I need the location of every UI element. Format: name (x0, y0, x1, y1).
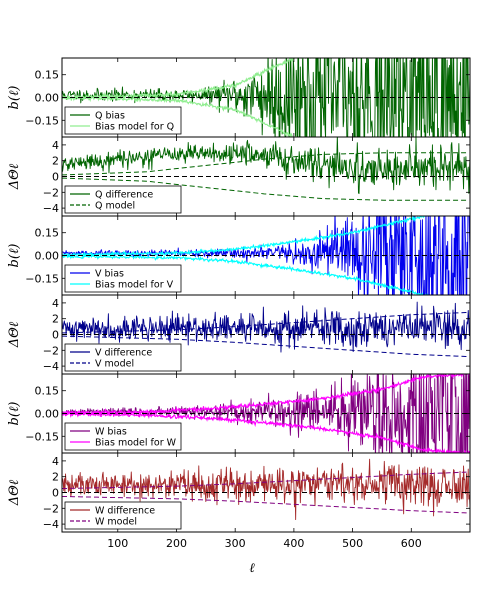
legend-box (64, 422, 182, 451)
plot-lines (62, 58, 470, 137)
series-line (62, 137, 470, 195)
y-tick-label: 0.00 (35, 92, 60, 105)
y-tick-label: −2 (43, 186, 59, 199)
x-tick-label: 300 (225, 537, 246, 550)
y-tick-label: −0.15 (25, 430, 59, 443)
y-tick-label: 0.15 (35, 69, 60, 82)
y-tick-label: −4 (43, 518, 59, 531)
y-axis-label: b(ℓ) (7, 402, 22, 426)
y-tick-label: −0.15 (25, 114, 59, 127)
plot-lines (62, 301, 470, 358)
y-axis-label: b(ℓ) (7, 86, 22, 110)
plot-lines (62, 374, 470, 453)
x-tick-label: 500 (342, 537, 363, 550)
y-tick-label: 0 (52, 171, 59, 184)
y-axis-label: b(ℓ) (7, 244, 22, 268)
legend-label: Q bias (95, 111, 125, 122)
legend-label: W model (95, 517, 137, 528)
model-lower-line (62, 177, 469, 201)
legend-label: Bias model for W (95, 438, 177, 449)
model-upper-line (62, 216, 434, 259)
legend-label: V model (95, 359, 134, 370)
legend-label: Q model (95, 201, 135, 212)
y-tick-label: 4 (52, 139, 59, 152)
y-tick-label: 4 (52, 455, 59, 468)
legend-label: V bias (95, 269, 124, 280)
x-axis-label: ℓ (249, 561, 255, 576)
model-lower-line (62, 495, 469, 514)
y-tick-label: 0 (52, 329, 59, 342)
x-tick-label: 200 (166, 537, 187, 550)
plot-lines (62, 137, 470, 201)
model-lower-line (62, 253, 435, 295)
legend-box (64, 343, 182, 372)
plot-lines (62, 458, 470, 521)
y-tick-label: −4 (43, 202, 59, 215)
model-upper-line (62, 471, 469, 490)
x-tick-label: 400 (283, 537, 304, 550)
legend-box (64, 501, 182, 530)
legend-box (64, 185, 182, 214)
model-lower-line (62, 94, 315, 137)
y-axis-label: ΔΘℓ (7, 163, 22, 190)
legend-box (64, 264, 182, 293)
y-tick-label: 2 (52, 471, 59, 484)
legend-label: W difference (95, 506, 155, 517)
y-tick-label: 0 (52, 487, 59, 500)
legend-label: W bias (95, 427, 127, 438)
x-tick-label: 100 (107, 537, 128, 550)
y-tick-label: −4 (43, 360, 59, 373)
model-upper-line (62, 152, 469, 176)
y-tick-label: −2 (43, 502, 59, 515)
x-axis: ℓ 100 200 300 400 500 600 (107, 537, 422, 576)
legend-label: Bias model for V (95, 280, 174, 291)
model-upper-line (62, 311, 469, 334)
plot-lines (62, 216, 470, 295)
legend-label: V difference (95, 348, 152, 359)
y-axis-label: ΔΘℓ (7, 321, 22, 348)
y-tick-label: 2 (52, 155, 59, 168)
y-tick-label: 2 (52, 313, 59, 326)
model-lower-line (62, 335, 469, 358)
y-axis-label: ΔΘℓ (7, 479, 22, 506)
y-tick-label: 0.00 (35, 250, 60, 263)
y-tick-label: 0.15 (35, 385, 60, 398)
y-tick-label: 0.00 (35, 408, 60, 421)
legend-label: Q difference (95, 190, 153, 201)
legend-box (64, 106, 182, 135)
model-lower-line (62, 410, 470, 453)
model-upper-line (62, 58, 314, 102)
y-tick-label: −2 (43, 344, 59, 357)
legend-label: Bias model for Q (95, 122, 174, 133)
x-tick-label: 600 (401, 537, 422, 550)
series-line (62, 458, 470, 521)
model-upper-line (62, 374, 470, 417)
y-tick-label: 4 (52, 297, 59, 310)
y-tick-label: −0.15 (25, 272, 59, 285)
y-tick-label: 0.15 (35, 227, 60, 240)
